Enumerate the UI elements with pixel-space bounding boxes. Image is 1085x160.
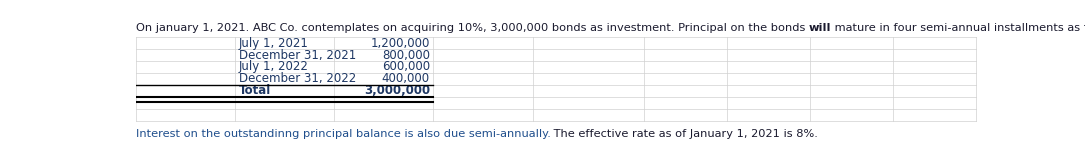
- Text: will: will: [808, 23, 831, 33]
- Text: 1,200,000: 1,200,000: [371, 36, 430, 50]
- Text: The effective rate as of January 1, 2021 is 8%.: The effective rate as of January 1, 2021…: [550, 129, 818, 139]
- Text: On january 1, 2021. ABC Co. contemplates on acquiring 10%, 3,000,000 bonds as in: On january 1, 2021. ABC Co. contemplates…: [136, 23, 808, 33]
- Text: July 1, 2021: July 1, 2021: [239, 36, 309, 50]
- Text: December 31, 2021: December 31, 2021: [239, 48, 356, 61]
- Text: 600,000: 600,000: [382, 60, 430, 73]
- Text: December 31, 2022: December 31, 2022: [239, 72, 356, 85]
- Text: 800,000: 800,000: [382, 48, 430, 61]
- Text: mature in four semi-annual installments as follows: mature in four semi-annual installments …: [831, 23, 1085, 33]
- Text: 400,000: 400,000: [382, 72, 430, 85]
- Text: 3,000,000: 3,000,000: [363, 84, 430, 97]
- Text: Interest on the outstandinng principal balance is also due semi-annually.: Interest on the outstandinng principal b…: [136, 129, 550, 139]
- Text: Total: Total: [239, 84, 271, 97]
- Text: July 1, 2022: July 1, 2022: [239, 60, 309, 73]
